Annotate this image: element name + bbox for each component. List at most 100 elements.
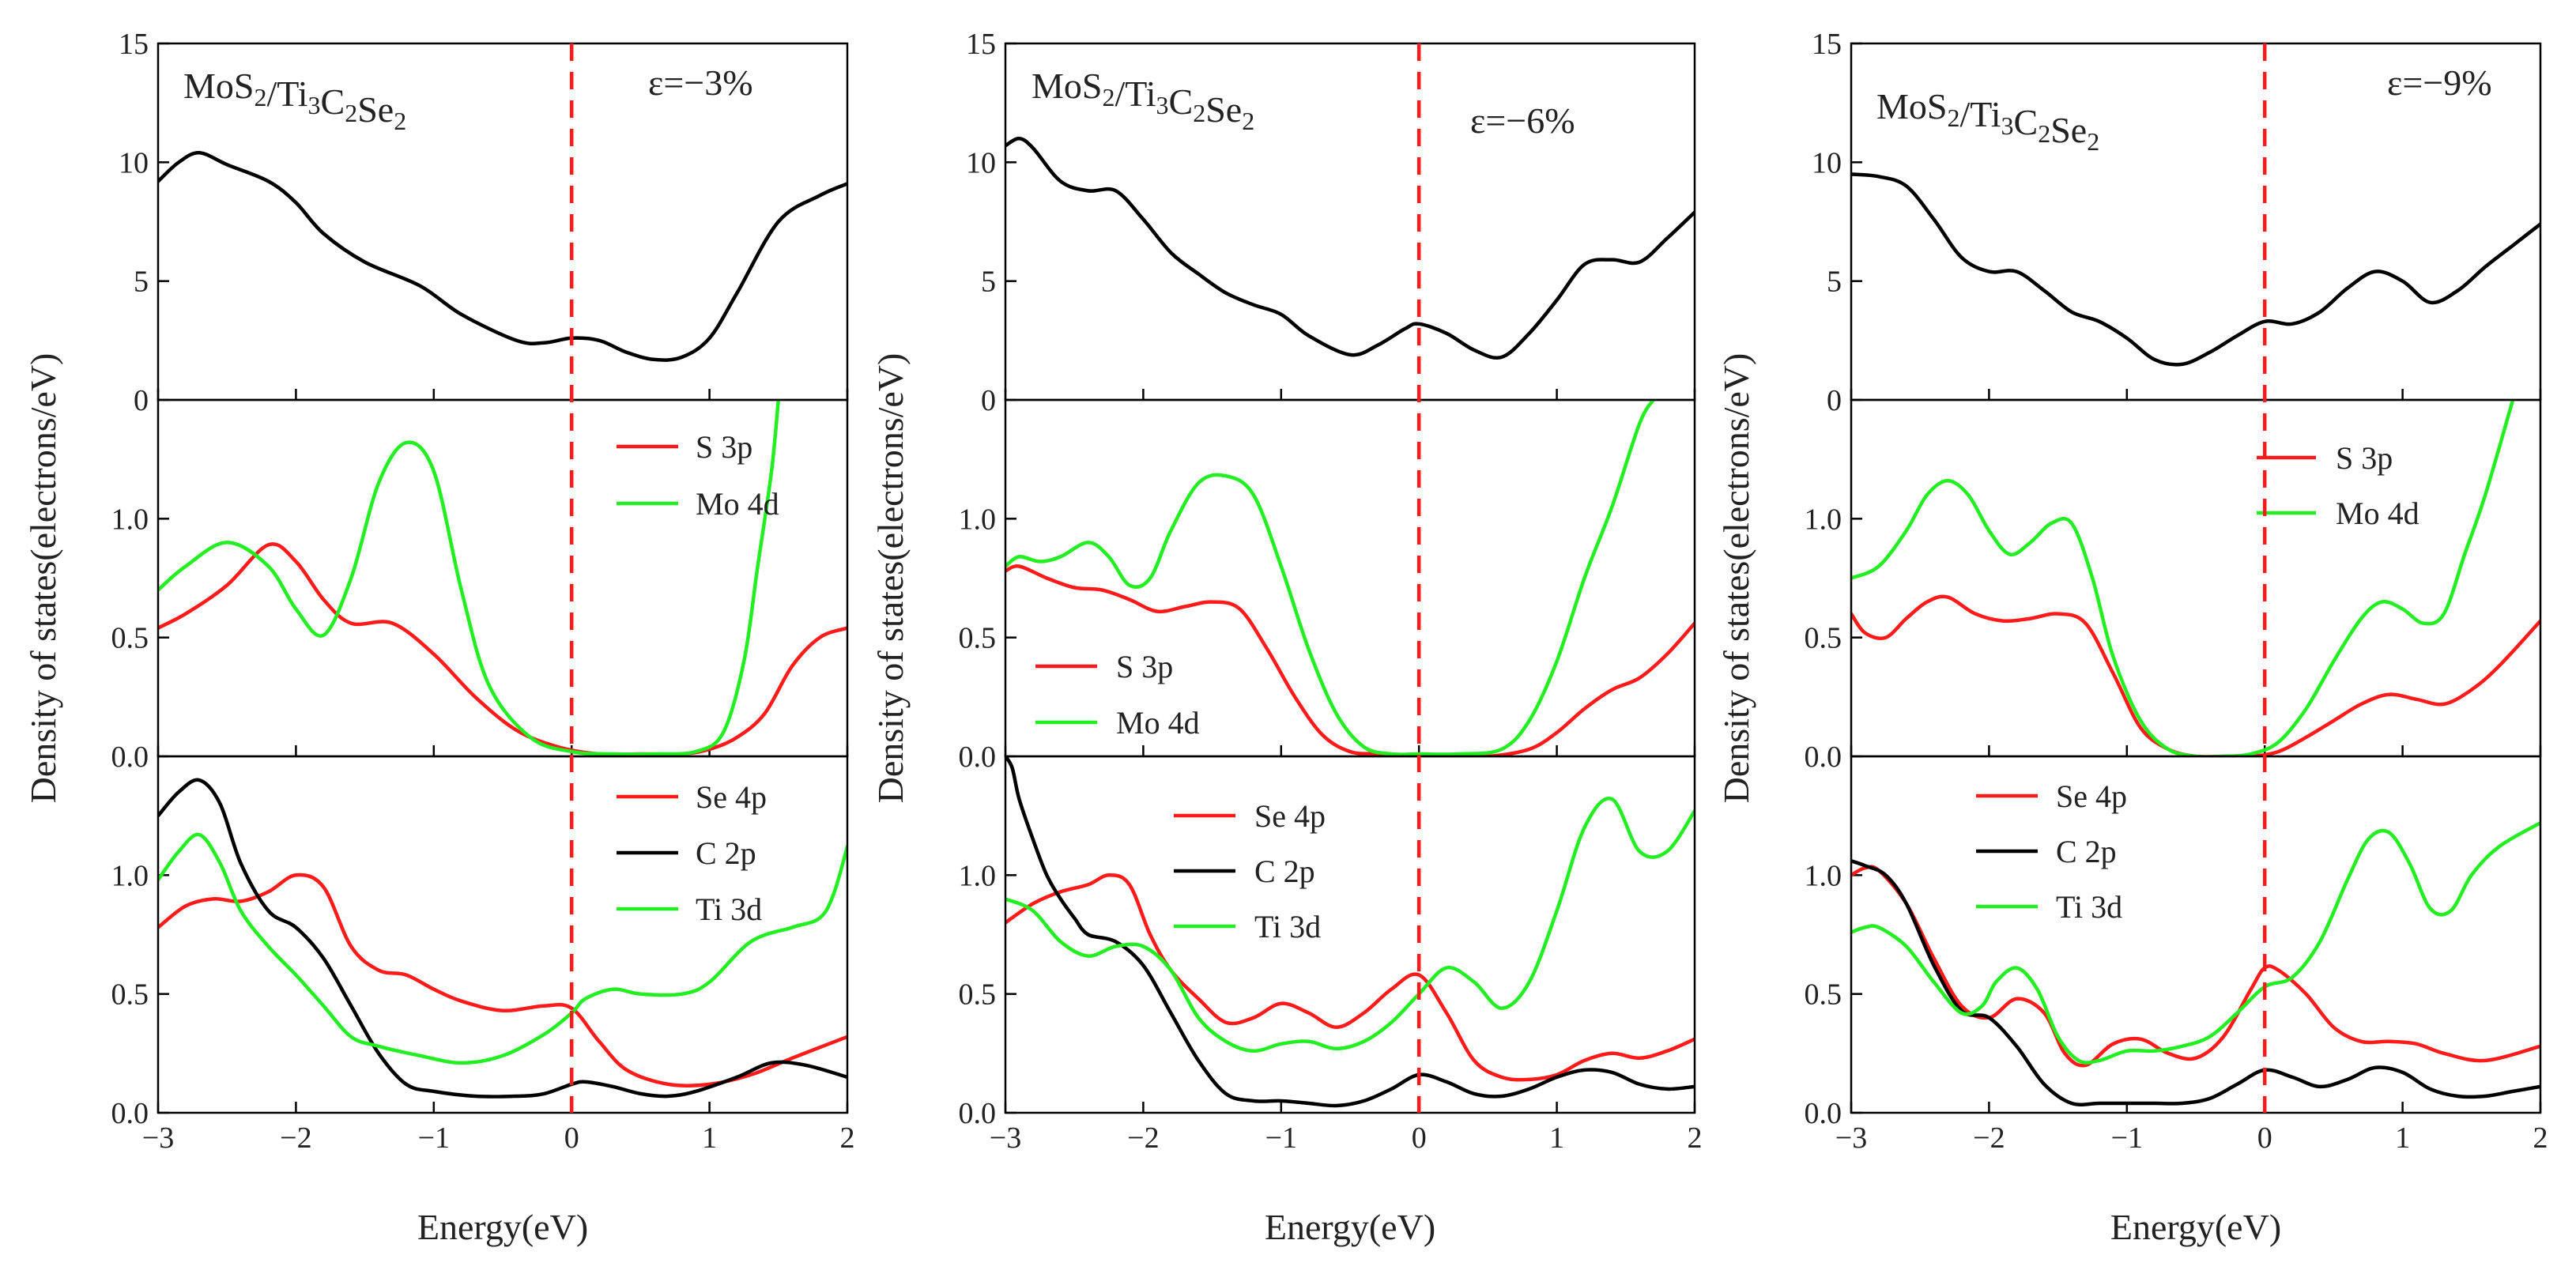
y-tick-label: 0 bbox=[981, 384, 996, 417]
series-line-mo-4d bbox=[158, 400, 781, 756]
series-line-c-2p bbox=[1851, 859, 2540, 1107]
panel-title: MoS2/Ti3C2Se2 bbox=[183, 66, 406, 135]
y-tick-label: 0.0 bbox=[111, 741, 149, 774]
legend-label: C 2p bbox=[2056, 834, 2117, 869]
x-axis-title: Energy(eV) bbox=[1265, 1207, 1435, 1247]
legend-label: Ti 3d bbox=[2056, 889, 2122, 925]
y-tick-label: 0.0 bbox=[959, 741, 997, 774]
legend-label: S 3p bbox=[2336, 440, 2393, 476]
y-tick-label: 0.0 bbox=[1805, 1097, 1842, 1130]
x-tick-label: 0 bbox=[2257, 1121, 2272, 1155]
panel-2: 0.0 0.5 1.0 S 3p Mo 4d bbox=[1805, 398, 2542, 774]
series-line-total bbox=[1005, 137, 1695, 360]
y-tick-label: 0.5 bbox=[111, 978, 149, 1012]
strain-label: ε=−9% bbox=[2387, 62, 2492, 103]
y-tick-label: 0.0 bbox=[1805, 741, 1842, 774]
y-tick-label: 0 bbox=[134, 384, 149, 417]
y-tick-label: 1.0 bbox=[111, 859, 149, 892]
series-group bbox=[1005, 756, 1695, 1108]
panel-frame bbox=[1004, 755, 1696, 1114]
x-tick-label: −2 bbox=[1973, 1121, 2005, 1155]
y-axis-title: Density of states(electrons/eV) bbox=[1716, 353, 1756, 804]
legend-label: S 3p bbox=[1116, 649, 1173, 684]
y-tick-label: 0.0 bbox=[111, 1097, 149, 1130]
panel-frame bbox=[157, 755, 849, 1114]
series-line-ti-3d bbox=[1851, 820, 2540, 1065]
x-tick-label: 2 bbox=[2533, 1121, 2548, 1155]
series-line-ti-3d bbox=[158, 832, 847, 1065]
series-line-total bbox=[158, 151, 847, 362]
y-tick-label: 1.0 bbox=[111, 503, 149, 536]
y-tick-label: 0.5 bbox=[1805, 978, 1842, 1012]
strain-label: ε=−6% bbox=[1470, 100, 1575, 141]
x-tick-label: −2 bbox=[280, 1121, 311, 1155]
series-line-ti-3d bbox=[1005, 797, 1695, 1054]
series-group bbox=[1005, 137, 1695, 360]
chart-strain-minus-3: 0 5 10 15 0.0 0.5 1.0 S 3p Mo 4d 0.0 0.5 1.0 Se 4p C … bbox=[23, 28, 855, 1247]
y-axis-title: Density of states(electrons/eV) bbox=[870, 353, 911, 804]
y-tick-label: 10 bbox=[1812, 146, 1842, 179]
y-tick-label: 10 bbox=[119, 146, 149, 179]
series-line-total bbox=[1851, 172, 2540, 367]
x-tick-label: −1 bbox=[418, 1121, 450, 1155]
legend-label: Mo 4d bbox=[2336, 496, 2419, 531]
x-axis-title: Energy(eV) bbox=[2110, 1207, 2281, 1247]
x-tick-label: 0 bbox=[1412, 1121, 1427, 1155]
legend-label: Ti 3d bbox=[696, 891, 762, 927]
strain-label: ε=−3% bbox=[648, 62, 753, 103]
legend-label: Ti 3d bbox=[1254, 909, 1321, 944]
y-tick-label: 15 bbox=[966, 28, 996, 61]
y-tick-label: 15 bbox=[1812, 28, 1842, 61]
legend-label: Mo 4d bbox=[1116, 705, 1200, 741]
legend-label: C 2p bbox=[696, 835, 756, 871]
x-tick-label: −3 bbox=[1835, 1121, 1867, 1155]
x-tick-label: 0 bbox=[564, 1121, 579, 1155]
series-line-s-3p bbox=[1005, 564, 1695, 756]
y-tick-label: 15 bbox=[119, 28, 149, 61]
series-group bbox=[158, 151, 847, 362]
y-tick-label: 0.5 bbox=[111, 622, 149, 655]
series-line-se-4p bbox=[1005, 873, 1695, 1082]
series-line-mo-4d bbox=[1851, 400, 2515, 756]
panel-1: 0 5 10 15 bbox=[966, 28, 1696, 417]
x-tick-label: −3 bbox=[990, 1121, 1021, 1155]
legend-label: S 3p bbox=[696, 429, 752, 465]
y-tick-label: 0.5 bbox=[959, 978, 997, 1012]
series-line-mo-4d bbox=[1005, 400, 1655, 756]
y-tick-label: 0.5 bbox=[1805, 622, 1842, 655]
x-tick-label: −2 bbox=[1127, 1121, 1159, 1155]
x-tick-label: 2 bbox=[840, 1121, 855, 1155]
panel-2: 0.0 0.5 1.0 S 3p Mo 4d bbox=[111, 398, 849, 774]
y-tick-label: 5 bbox=[981, 266, 996, 299]
y-tick-label: 5 bbox=[134, 266, 149, 299]
x-tick-label: −1 bbox=[1265, 1121, 1297, 1155]
panel-title: MoS2/Ti3C2Se2 bbox=[1876, 86, 2099, 156]
y-axis-title: Density of states(electrons/eV) bbox=[23, 353, 63, 804]
x-tick-label: 1 bbox=[1549, 1121, 1564, 1155]
legend-label: Mo 4d bbox=[696, 486, 779, 522]
y-tick-label: 1.0 bbox=[959, 859, 997, 892]
x-axis-title: Energy(eV) bbox=[417, 1207, 588, 1247]
series-group bbox=[1851, 820, 2540, 1107]
series-line-se-4p bbox=[1851, 865, 2540, 1068]
x-tick-label: −3 bbox=[142, 1121, 174, 1155]
y-tick-label: 5 bbox=[1827, 266, 1842, 299]
x-tick-label: 2 bbox=[1688, 1121, 1703, 1155]
chart-strain-minus-9: 0 5 10 15 0.0 0.5 1.0 S 3p Mo 4d 0.0 0.5 1.0 Se 4p C … bbox=[1716, 28, 2548, 1247]
legend-label: Se 4p bbox=[2056, 778, 2127, 814]
series-line-c-2p bbox=[158, 778, 847, 1099]
series-group bbox=[1851, 172, 2540, 367]
series-group bbox=[158, 778, 847, 1099]
y-tick-label: 0.0 bbox=[959, 1097, 997, 1130]
legend-label: Se 4p bbox=[696, 779, 767, 815]
y-tick-label: 1.0 bbox=[1805, 859, 1842, 892]
y-tick-label: 1.0 bbox=[1805, 503, 1842, 536]
panel-frame bbox=[1850, 755, 2542, 1114]
y-tick-label: 1.0 bbox=[959, 503, 997, 536]
series-line-se-4p bbox=[158, 873, 847, 1088]
panel-title: MoS2/Ti3C2Se2 bbox=[1032, 66, 1254, 135]
legend-label: Se 4p bbox=[1254, 798, 1326, 834]
panel-3: 0.0 0.5 1.0 Se 4p C 2p Ti 3d bbox=[959, 755, 1696, 1130]
legend-label: C 2p bbox=[1254, 854, 1315, 889]
